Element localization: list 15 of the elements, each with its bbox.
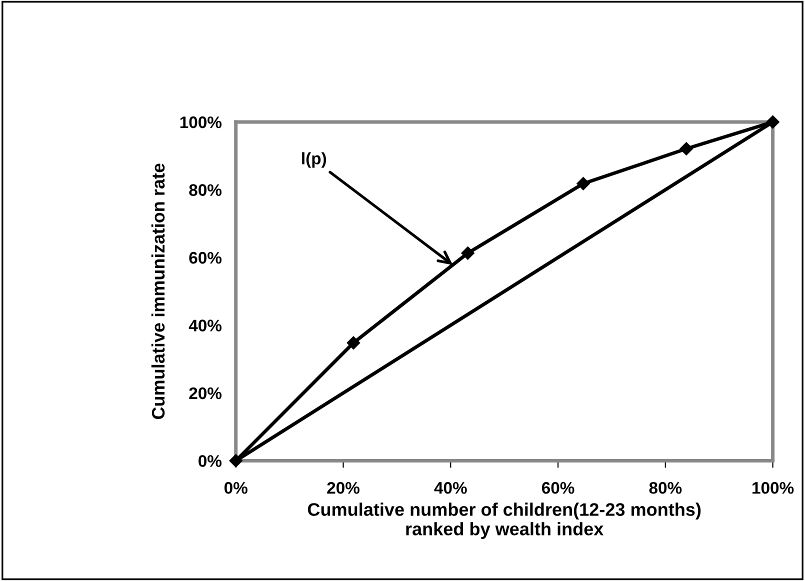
x-tick-label: 40% (434, 482, 467, 494)
annotation: l(p) (302, 152, 326, 168)
y-tick-label: 40% (188, 320, 222, 332)
y-tick-label: 0% (198, 455, 222, 467)
y-tick-label: 20% (189, 387, 222, 400)
x-tick-label: 100% (752, 482, 794, 494)
x-tick-label: 0% (224, 482, 248, 494)
y-axis-title: Cumulative immunization rate (151, 164, 165, 420)
x-tick-label: 80% (649, 482, 682, 494)
y-tick-label: 60% (189, 252, 222, 264)
x-axis-title: Cumulative number of children(12-23 months) ranked by wealth index (308, 502, 701, 539)
y-tick-label: 80% (189, 184, 222, 196)
y-tick-label: 100% (180, 116, 222, 128)
x-tick-label: 20% (327, 482, 360, 494)
x-tick-label: 60% (542, 482, 574, 494)
